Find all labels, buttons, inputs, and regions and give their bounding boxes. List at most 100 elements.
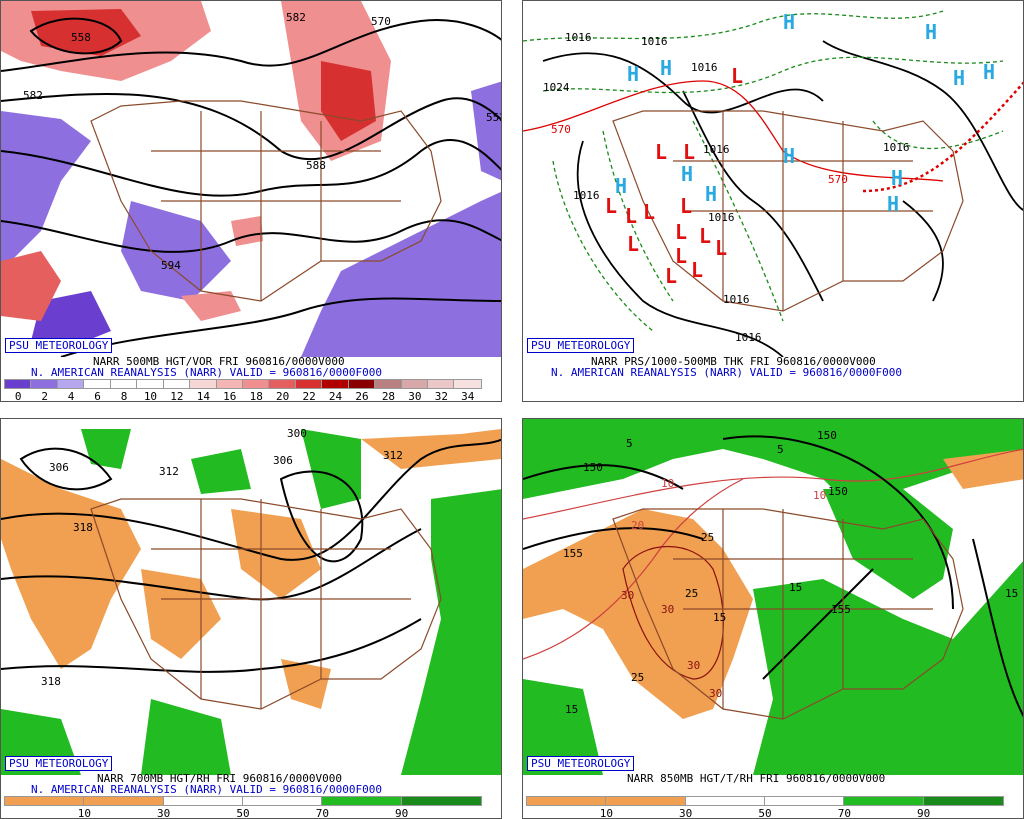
contour-label: 306 bbox=[273, 454, 293, 467]
color-scale bbox=[3, 379, 482, 389]
panel-pressure-thickness: 1016 1016 1024 1016 1016 1016 1016 1016 … bbox=[522, 0, 1024, 402]
isobars bbox=[542, 40, 1023, 357]
low-marker: L bbox=[627, 232, 639, 256]
contour-label: 15 bbox=[789, 581, 802, 594]
caption-line-1: NARR PRS/1000-500MB THK FRI 960816/0000V… bbox=[591, 355, 876, 368]
color-scale-swatch bbox=[294, 379, 324, 389]
rh-shade-dry bbox=[141, 569, 221, 659]
color-scale-labels: 10 30 50 70 90 bbox=[5, 807, 481, 819]
temperature-contours bbox=[523, 448, 1023, 680]
color-scale-swatch bbox=[162, 379, 192, 389]
caption-line-1: NARR 850MB HGT/T/RH FRI 960816/0000V000 bbox=[627, 772, 886, 785]
isobar-label: 1016 bbox=[735, 331, 762, 344]
contour-label: 594 bbox=[161, 259, 181, 272]
contour-label: 15 bbox=[1005, 587, 1018, 600]
color-scale-swatch bbox=[374, 379, 403, 389]
rh-shade-moist bbox=[523, 419, 1023, 509]
map-borders bbox=[612, 508, 964, 720]
color-scale-swatch bbox=[3, 379, 33, 389]
contour-label: 150 bbox=[828, 485, 848, 498]
isobar-label: 1024 bbox=[543, 81, 570, 94]
color-scale-swatch bbox=[347, 379, 377, 389]
color-scale-tick-label: 26 bbox=[355, 390, 369, 402]
vorticity-map: 582 570 558 588 594 582 552 bbox=[1, 1, 502, 357]
high-marker: H bbox=[627, 62, 639, 86]
color-scale-tick-label: 10 bbox=[143, 390, 158, 402]
color-scale-swatch bbox=[268, 379, 297, 389]
isobar-label: 1016 bbox=[883, 141, 910, 154]
contour-label: 15 bbox=[713, 611, 726, 624]
color-scale-swatch bbox=[189, 379, 218, 389]
color-scale-swatch bbox=[83, 796, 165, 806]
color-scale-tick-label: 70 bbox=[315, 807, 329, 819]
isobar-labels: 1016 1016 1024 1016 1016 1016 1016 1016 … bbox=[543, 31, 910, 344]
high-marker: H bbox=[660, 56, 672, 80]
contour-label: 30 bbox=[661, 603, 674, 616]
color-scale-swatch bbox=[426, 379, 456, 389]
color-scale-tick-label: 14 bbox=[196, 390, 210, 402]
color-scale-swatch bbox=[684, 796, 766, 806]
contour-labels: 306 312 300 306 312 318 318 bbox=[41, 427, 403, 688]
contour-label: 30 bbox=[687, 659, 700, 672]
high-marker: H bbox=[783, 144, 795, 168]
contour-label: 588 bbox=[306, 159, 326, 172]
contour-label: 155 bbox=[831, 603, 851, 616]
isobar-label: 1016 bbox=[641, 35, 668, 48]
contour-label: 552 bbox=[486, 111, 502, 124]
contour-label: 558 bbox=[71, 31, 91, 44]
color-scale-tick-label: 30 bbox=[679, 807, 693, 819]
color-scale-swatch bbox=[453, 379, 482, 389]
color-scale-swatch bbox=[109, 379, 139, 389]
rh-shade-moist bbox=[301, 429, 361, 509]
rh-shade-moist bbox=[81, 429, 131, 469]
high-marker: H bbox=[681, 162, 693, 186]
contour-label: 312 bbox=[159, 465, 179, 478]
rh850-map: 150 150 155 150 155 5 5 10 10 15 15 20 2… bbox=[523, 419, 1023, 775]
vorticity-shade-high bbox=[231, 216, 263, 246]
color-scale-tick-label: 6 bbox=[94, 390, 101, 402]
brand-badge: PSU METEOROLOGY bbox=[5, 756, 113, 771]
color-scale-swatch bbox=[3, 796, 86, 806]
brand-badge: PSU METEOROLOGY bbox=[527, 756, 635, 771]
caption-line-1: NARR 700MB HGT/RH FRI 960816/0000V000 bbox=[97, 772, 343, 785]
low-marker: L bbox=[643, 200, 655, 224]
color-scale-tick-label: 10 bbox=[599, 807, 613, 819]
panel-700mb-humidity: 306 312 300 306 312 318 318 PSU METEOROL… bbox=[0, 418, 502, 819]
vorticity-shade-low bbox=[471, 81, 501, 181]
isobar-label: 1016 bbox=[723, 293, 750, 306]
brand-badge: PSU METEOROLOGY bbox=[5, 338, 113, 353]
caption-line-2: N. AMERICAN REANALYSIS (NARR) VALID = 96… bbox=[31, 366, 382, 379]
color-scale-swatch bbox=[136, 379, 165, 389]
high-marker: H bbox=[891, 166, 903, 190]
high-marker: H bbox=[953, 66, 965, 90]
contour-label: 5 bbox=[777, 443, 784, 456]
vorticity-shade-low bbox=[1, 111, 91, 271]
height-contours bbox=[1, 17, 501, 357]
low-marker: L bbox=[680, 194, 692, 218]
color-scale-swatch bbox=[30, 379, 59, 389]
color-scale-tick-label: 90 bbox=[917, 807, 931, 819]
low-marker: L bbox=[655, 140, 667, 164]
color-scale-swatch bbox=[400, 796, 482, 806]
thickness-570-line bbox=[523, 80, 944, 182]
color-scale-tick-label: 2 bbox=[41, 390, 48, 402]
thickness-label: 570 bbox=[551, 123, 571, 136]
contour-label: 150 bbox=[817, 429, 837, 442]
contour-label: 30 bbox=[709, 687, 722, 700]
high-marker: H bbox=[983, 60, 995, 84]
map-borders bbox=[90, 498, 442, 710]
contour-labels: 582 570 558 588 594 582 552 bbox=[23, 11, 502, 272]
contour-label: 570 bbox=[371, 15, 391, 28]
color-scale-swatch bbox=[321, 796, 403, 806]
color-scale-tick-label: 70 bbox=[837, 807, 851, 819]
color-scale-swatch bbox=[241, 379, 271, 389]
color-scale-tick-label: 10 bbox=[77, 807, 91, 819]
vorticity-shade-low bbox=[301, 191, 501, 357]
low-marker: L bbox=[683, 140, 695, 164]
contour-label: 25 bbox=[685, 587, 698, 600]
vorticity-shade-high bbox=[1, 251, 61, 321]
high-marker: H bbox=[705, 182, 717, 206]
color-scale-swatch bbox=[215, 379, 244, 389]
rh-shade-dry bbox=[943, 449, 1023, 489]
thickness-570-line bbox=[862, 81, 1023, 193]
